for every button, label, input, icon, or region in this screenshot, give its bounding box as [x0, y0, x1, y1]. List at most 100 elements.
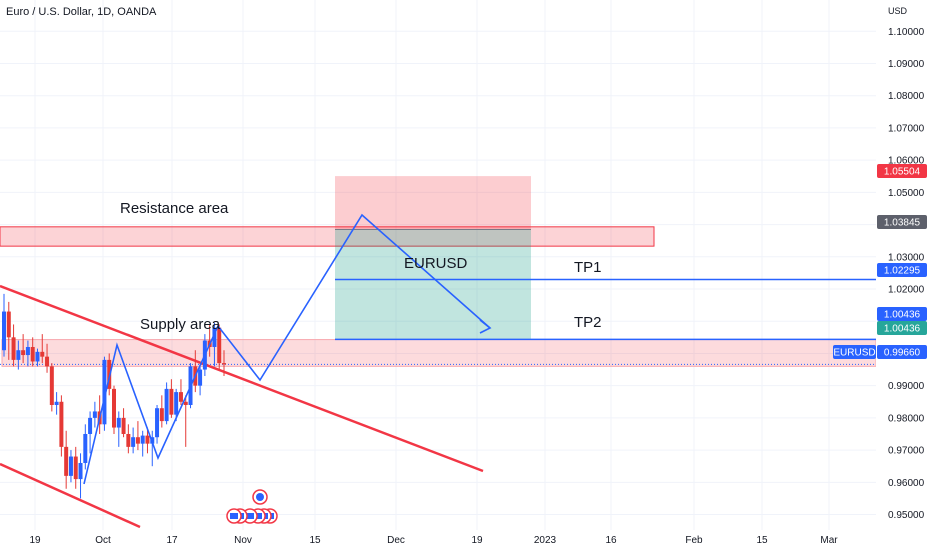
symbol-title: Euro / U.S. Dollar, 1D, OANDA: [6, 6, 157, 18]
y-tick-label: 1.02000: [888, 285, 925, 296]
candle-body: [54, 401, 59, 405]
candle-body: [59, 401, 64, 447]
candle-body: [78, 462, 83, 480]
price-badge: [877, 345, 927, 359]
price-badge-label: 1.05504: [884, 167, 921, 178]
x-tick-label: Dec: [387, 535, 405, 546]
candle-body: [121, 417, 126, 434]
price-badge: [877, 164, 927, 178]
x-tick-label: Nov: [234, 535, 252, 546]
y-tick-label: 1.09000: [888, 59, 925, 70]
x-tick-label: Feb: [685, 535, 703, 546]
drawn-path: [83, 213, 492, 485]
x-tick-label: 16: [605, 535, 617, 546]
x-tick-label: 2023: [534, 535, 557, 546]
price-badge: [877, 263, 927, 277]
candle-body: [174, 392, 179, 415]
candle-body: [126, 433, 131, 447]
candle-body: [35, 351, 40, 362]
drawn-zones: [0, 176, 877, 367]
y-tick-label: 1.07000: [888, 123, 925, 134]
economic-events[interactable]: [226, 489, 278, 524]
event-icon-core: [256, 493, 264, 501]
position-label: EURUSD: [404, 255, 468, 272]
x-tick-label: 17: [166, 535, 178, 546]
y-tick-label: 0.98000: [888, 413, 925, 424]
candle-body: [178, 392, 183, 402]
y-tick-label: 0.99000: [888, 381, 925, 392]
x-tick-label: Oct: [95, 535, 111, 546]
projection-arrowhead: [479, 319, 492, 334]
candle-body: [16, 350, 21, 360]
price-badge-label: 1.03845: [884, 218, 921, 229]
tp2-label: TP2: [574, 314, 602, 331]
x-tick-label: 15: [309, 535, 321, 546]
candle-body: [73, 456, 78, 480]
candle-body: [25, 346, 30, 356]
candle-body: [40, 351, 45, 357]
price-badge-label: 0.99660: [884, 348, 921, 359]
candle-body: [145, 435, 150, 444]
currency-label: USD: [888, 6, 908, 16]
upper-trendline: [0, 284, 484, 473]
y-tick-label: 0.95000: [888, 510, 925, 521]
candle-body: [6, 311, 11, 338]
stop-loss-box: [335, 176, 531, 230]
candle-body: [155, 408, 160, 438]
y-tick-label: 1.08000: [888, 91, 925, 102]
candle-body: [2, 311, 6, 351]
candle-body: [183, 401, 188, 405]
candle-body: [92, 411, 97, 418]
y-tick-label: 1.05000: [888, 188, 925, 199]
time-axis[interactable]: 19 Oct 17 Nov 15 Dec 19 2023 16 Feb 15 Mar: [0, 530, 932, 550]
candle-body: [88, 417, 93, 434]
price-badge-label: 1.00436: [884, 324, 921, 335]
candle-body: [64, 446, 69, 476]
trendlines: [0, 284, 484, 529]
candle-body: [212, 327, 217, 347]
y-tick-label: 1.06000: [888, 156, 925, 167]
candle-body: [217, 327, 222, 364]
lower-trendline: [0, 462, 141, 529]
candle-body: [102, 359, 107, 425]
flag-icon-fill: [230, 513, 238, 519]
flag-icon-fill: [246, 513, 254, 519]
candle-body: [112, 388, 116, 428]
candle-body: [116, 417, 121, 428]
candle-body: [198, 369, 203, 386]
resistance-area-label: Resistance area: [120, 200, 229, 217]
price-badge-label: 1.02295: [884, 266, 921, 277]
candle-body: [45, 356, 50, 367]
candle-body: [164, 388, 169, 422]
supply-area-label: Supply area: [140, 316, 221, 333]
price-badge-label: 1.00436: [884, 310, 921, 321]
price-badge: [877, 307, 927, 321]
symbol-badge-label: EURUSD: [833, 348, 875, 359]
candle-body: [159, 408, 164, 422]
price-badge: [877, 215, 927, 229]
candle-body: [169, 388, 174, 415]
y-tick-label: 1.10000: [888, 27, 925, 38]
y-tick-label: 0.97000: [888, 446, 925, 457]
price-badges: 1.05504 1.03845 1.02295 1.00436 1.00436 0.996…: [833, 164, 927, 359]
candle-body: [11, 337, 16, 360]
x-tick-label: 19: [29, 535, 41, 546]
candle-body: [140, 435, 145, 444]
candle-body: [68, 456, 73, 476]
candle-body: [49, 366, 54, 405]
y-tick-label: 0.96000: [888, 478, 925, 489]
candle-body: [135, 437, 140, 444]
resistance-zone: [0, 226, 655, 247]
candle-body: [21, 350, 26, 356]
projection-path: [83, 213, 491, 485]
flag-icon-fill: [254, 513, 262, 519]
candle-body: [83, 433, 88, 463]
chart-grid: [0, 0, 876, 530]
x-tick-label: 19: [471, 535, 483, 546]
candle-body: [30, 346, 35, 362]
y-tick-label: 1.03000: [888, 252, 925, 263]
tp1-label: TP1: [574, 259, 602, 276]
x-tick-label: Mar: [820, 535, 838, 546]
symbol-badge: [833, 345, 876, 359]
